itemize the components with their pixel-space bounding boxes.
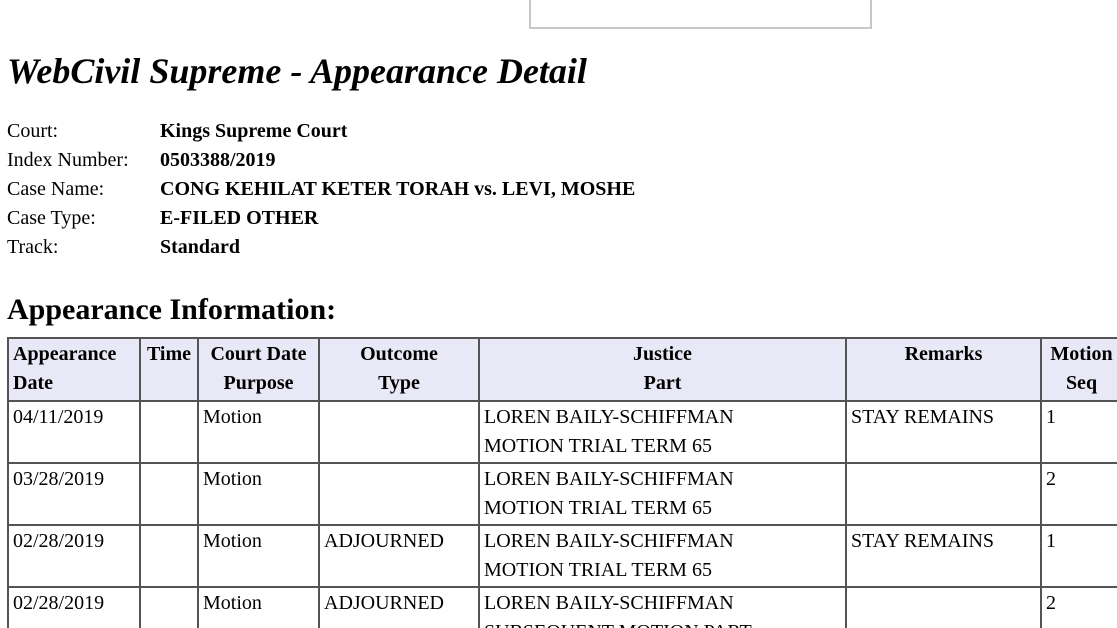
cell-motion-seq: 1 (1040, 400, 1117, 464)
case-info: Court: Kings Supreme Court Index Number:… (7, 117, 635, 262)
table-row: 02/28/2019 Motion ADJOURNED LOREN BAILY-… (7, 586, 1117, 628)
cell-justice-part: LOREN BAILY-SCHIFFMAN MOTION TRIAL TERM … (478, 400, 847, 464)
col-header-justice-part: Justice Part (478, 337, 847, 402)
page-title: WebCivil Supreme - Appearance Detail (7, 51, 587, 91)
case-info-row-court: Court: Kings Supreme Court (7, 117, 635, 146)
appearance-table: Appearance Date Time Court Date Purpose … (7, 337, 1117, 628)
cell-outcome-type: ADJOURNED (318, 524, 480, 588)
truncated-input-box[interactable] (529, 0, 872, 29)
col-header-appearance-date: Appearance Date (7, 337, 141, 402)
table-row: 02/28/2019 Motion ADJOURNED LOREN BAILY-… (7, 524, 1117, 588)
table-row: 04/11/2019 Motion LOREN BAILY-SCHIFFMAN … (7, 400, 1117, 464)
cell-remarks (845, 586, 1042, 628)
case-info-row-track: Track: Standard (7, 233, 635, 262)
cell-court-date-purpose: Motion (197, 462, 320, 526)
case-name-label: Case Name: (7, 178, 105, 200)
track-label: Track: (7, 236, 59, 258)
col-header-motion-seq: Motion Seq (1040, 337, 1117, 402)
index-number-value: 0503388/2019 (160, 149, 276, 171)
col-header-time: Time (139, 337, 199, 402)
cell-justice-part: LOREN BAILY-SCHIFFMAN MOTION TRIAL TERM … (478, 462, 847, 526)
col-header-outcome-type: Outcome Type (318, 337, 480, 402)
table-header-row: Appearance Date Time Court Date Purpose … (7, 337, 1117, 402)
cell-time (139, 462, 199, 526)
cell-time (139, 524, 199, 588)
table-row: 03/28/2019 Motion LOREN BAILY-SCHIFFMAN … (7, 462, 1117, 526)
col-header-remarks: Remarks (845, 337, 1042, 402)
case-info-row-case-type: Case Type: E-FILED OTHER (7, 204, 635, 233)
case-type-label: Case Type: (7, 207, 96, 229)
cell-appearance-date: 04/11/2019 (7, 400, 141, 464)
cell-remarks (845, 462, 1042, 526)
case-info-row-case-name: Case Name: CONG KEHILAT KETER TORAH vs. … (7, 175, 635, 204)
cell-motion-seq: 2 (1040, 462, 1117, 526)
cell-time (139, 586, 199, 628)
cell-remarks: STAY REMAINS (845, 400, 1042, 464)
court-label: Court: (7, 120, 59, 142)
cell-justice-part: LOREN BAILY-SCHIFFMAN SUBSEQUENT MOTION … (478, 586, 847, 628)
cell-appearance-date: 03/28/2019 (7, 462, 141, 526)
court-value: Kings Supreme Court (160, 120, 348, 142)
cell-motion-seq: 2 (1040, 586, 1117, 628)
cell-outcome-type (318, 400, 480, 464)
cell-appearance-date: 02/28/2019 (7, 586, 141, 628)
cell-court-date-purpose: Motion (197, 400, 320, 464)
index-number-label: Index Number: (7, 149, 129, 171)
cell-remarks: STAY REMAINS (845, 524, 1042, 588)
cell-outcome-type: ADJOURNED (318, 586, 480, 628)
cell-justice-part: LOREN BAILY-SCHIFFMAN MOTION TRIAL TERM … (478, 524, 847, 588)
cell-court-date-purpose: Motion (197, 524, 320, 588)
track-value: Standard (160, 236, 241, 258)
col-header-court-date-purpose: Court Date Purpose (197, 337, 320, 402)
case-info-row-index-number: Index Number: 0503388/2019 (7, 146, 635, 175)
appearance-information-heading: Appearance Information: (7, 293, 337, 326)
cell-motion-seq: 1 (1040, 524, 1117, 588)
cell-outcome-type (318, 462, 480, 526)
cell-court-date-purpose: Motion (197, 586, 320, 628)
case-name-value: CONG KEHILAT KETER TORAH vs. LEVI, MOSHE (160, 178, 636, 200)
cell-appearance-date: 02/28/2019 (7, 524, 141, 588)
cell-time (139, 400, 199, 464)
case-type-value: E-FILED OTHER (160, 207, 319, 229)
